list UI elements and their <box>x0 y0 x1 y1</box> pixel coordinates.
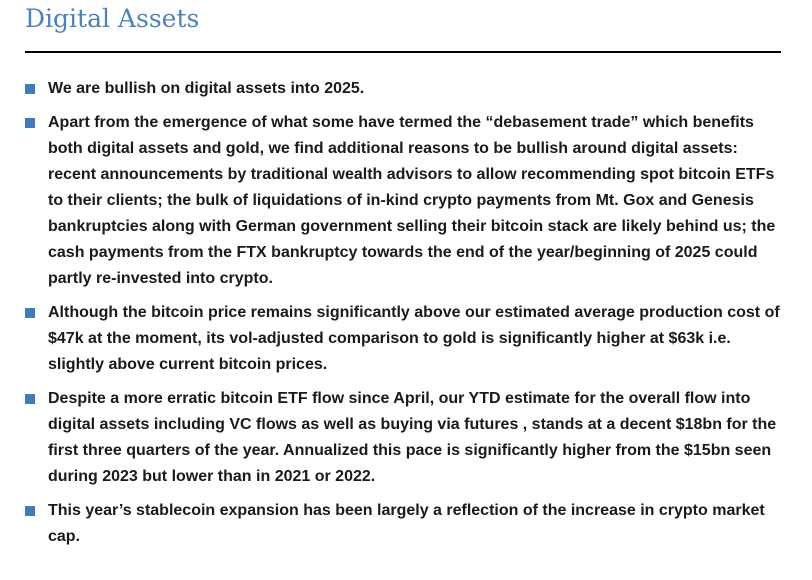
square-bullet-icon <box>25 506 35 516</box>
bullet-item: We are bullish on digital assets into 20… <box>25 76 785 102</box>
bullet-item: Despite a more erratic bitcoin ETF flow … <box>25 386 785 490</box>
bullet-list: We are bullish on digital assets into 20… <box>25 76 785 558</box>
bullet-item: Although the bitcoin price remains signi… <box>25 300 785 378</box>
square-bullet-icon <box>25 118 35 128</box>
bullet-item: This year’s stablecoin expansion has bee… <box>25 498 785 550</box>
square-bullet-icon <box>25 394 35 404</box>
title-divider <box>25 51 781 53</box>
page-title: Digital Assets <box>25 4 200 33</box>
square-bullet-icon <box>25 308 35 318</box>
bullet-item: Apart from the emergence of what some ha… <box>25 110 785 292</box>
bullet-text: Despite a more erratic bitcoin ETF flow … <box>48 390 777 485</box>
bullet-text: We are bullish on digital assets into 20… <box>48 80 365 97</box>
square-bullet-icon <box>25 84 35 94</box>
bullet-text: This year’s stablecoin expansion has bee… <box>48 502 765 545</box>
bullet-text: Although the bitcoin price remains signi… <box>48 304 780 373</box>
bullet-text: Apart from the emergence of what some ha… <box>48 114 776 287</box>
